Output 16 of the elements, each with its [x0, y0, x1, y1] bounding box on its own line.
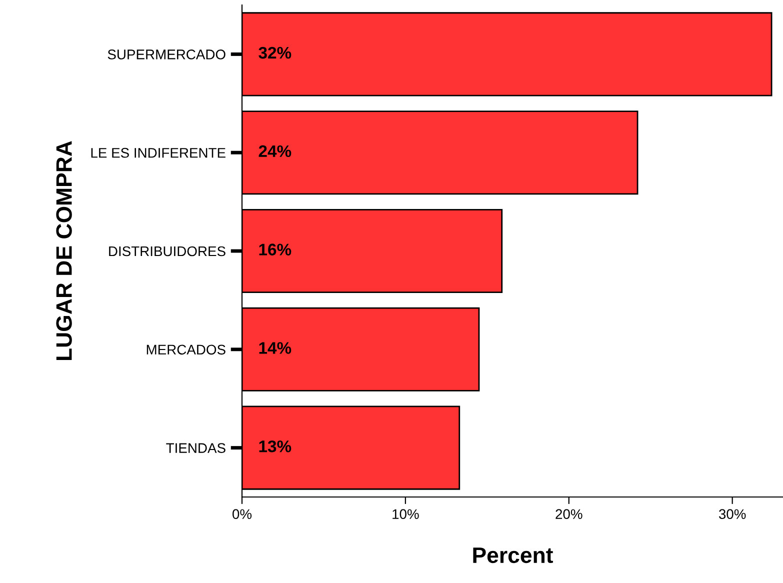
data-label: 14% [259, 342, 292, 354]
y-tick-label: MERCADOS [146, 344, 226, 355]
data-label: 16% [259, 244, 292, 256]
x-tick-label: 30% [718, 509, 746, 520]
y-tick-label: TIENDAS [166, 443, 226, 453]
y-tick-label: SUPERMERCADO [108, 50, 226, 60]
x-axis-title: Percent [473, 548, 553, 564]
x-tick-label: 0% [232, 509, 252, 520]
y-tick-label: LE ES INDIFERENTE [91, 148, 226, 158]
x-tick-label: 10% [392, 509, 419, 520]
data-label: 32% [258, 46, 292, 59]
x-tick-label: 20% [556, 509, 582, 520]
y-axis-title: LUGAR DE COMPRA [56, 141, 72, 360]
y-tick-label: DISTRIBUIDORES [109, 246, 226, 256]
data-label: 13% [259, 440, 292, 452]
data-label: 24% [258, 145, 292, 158]
